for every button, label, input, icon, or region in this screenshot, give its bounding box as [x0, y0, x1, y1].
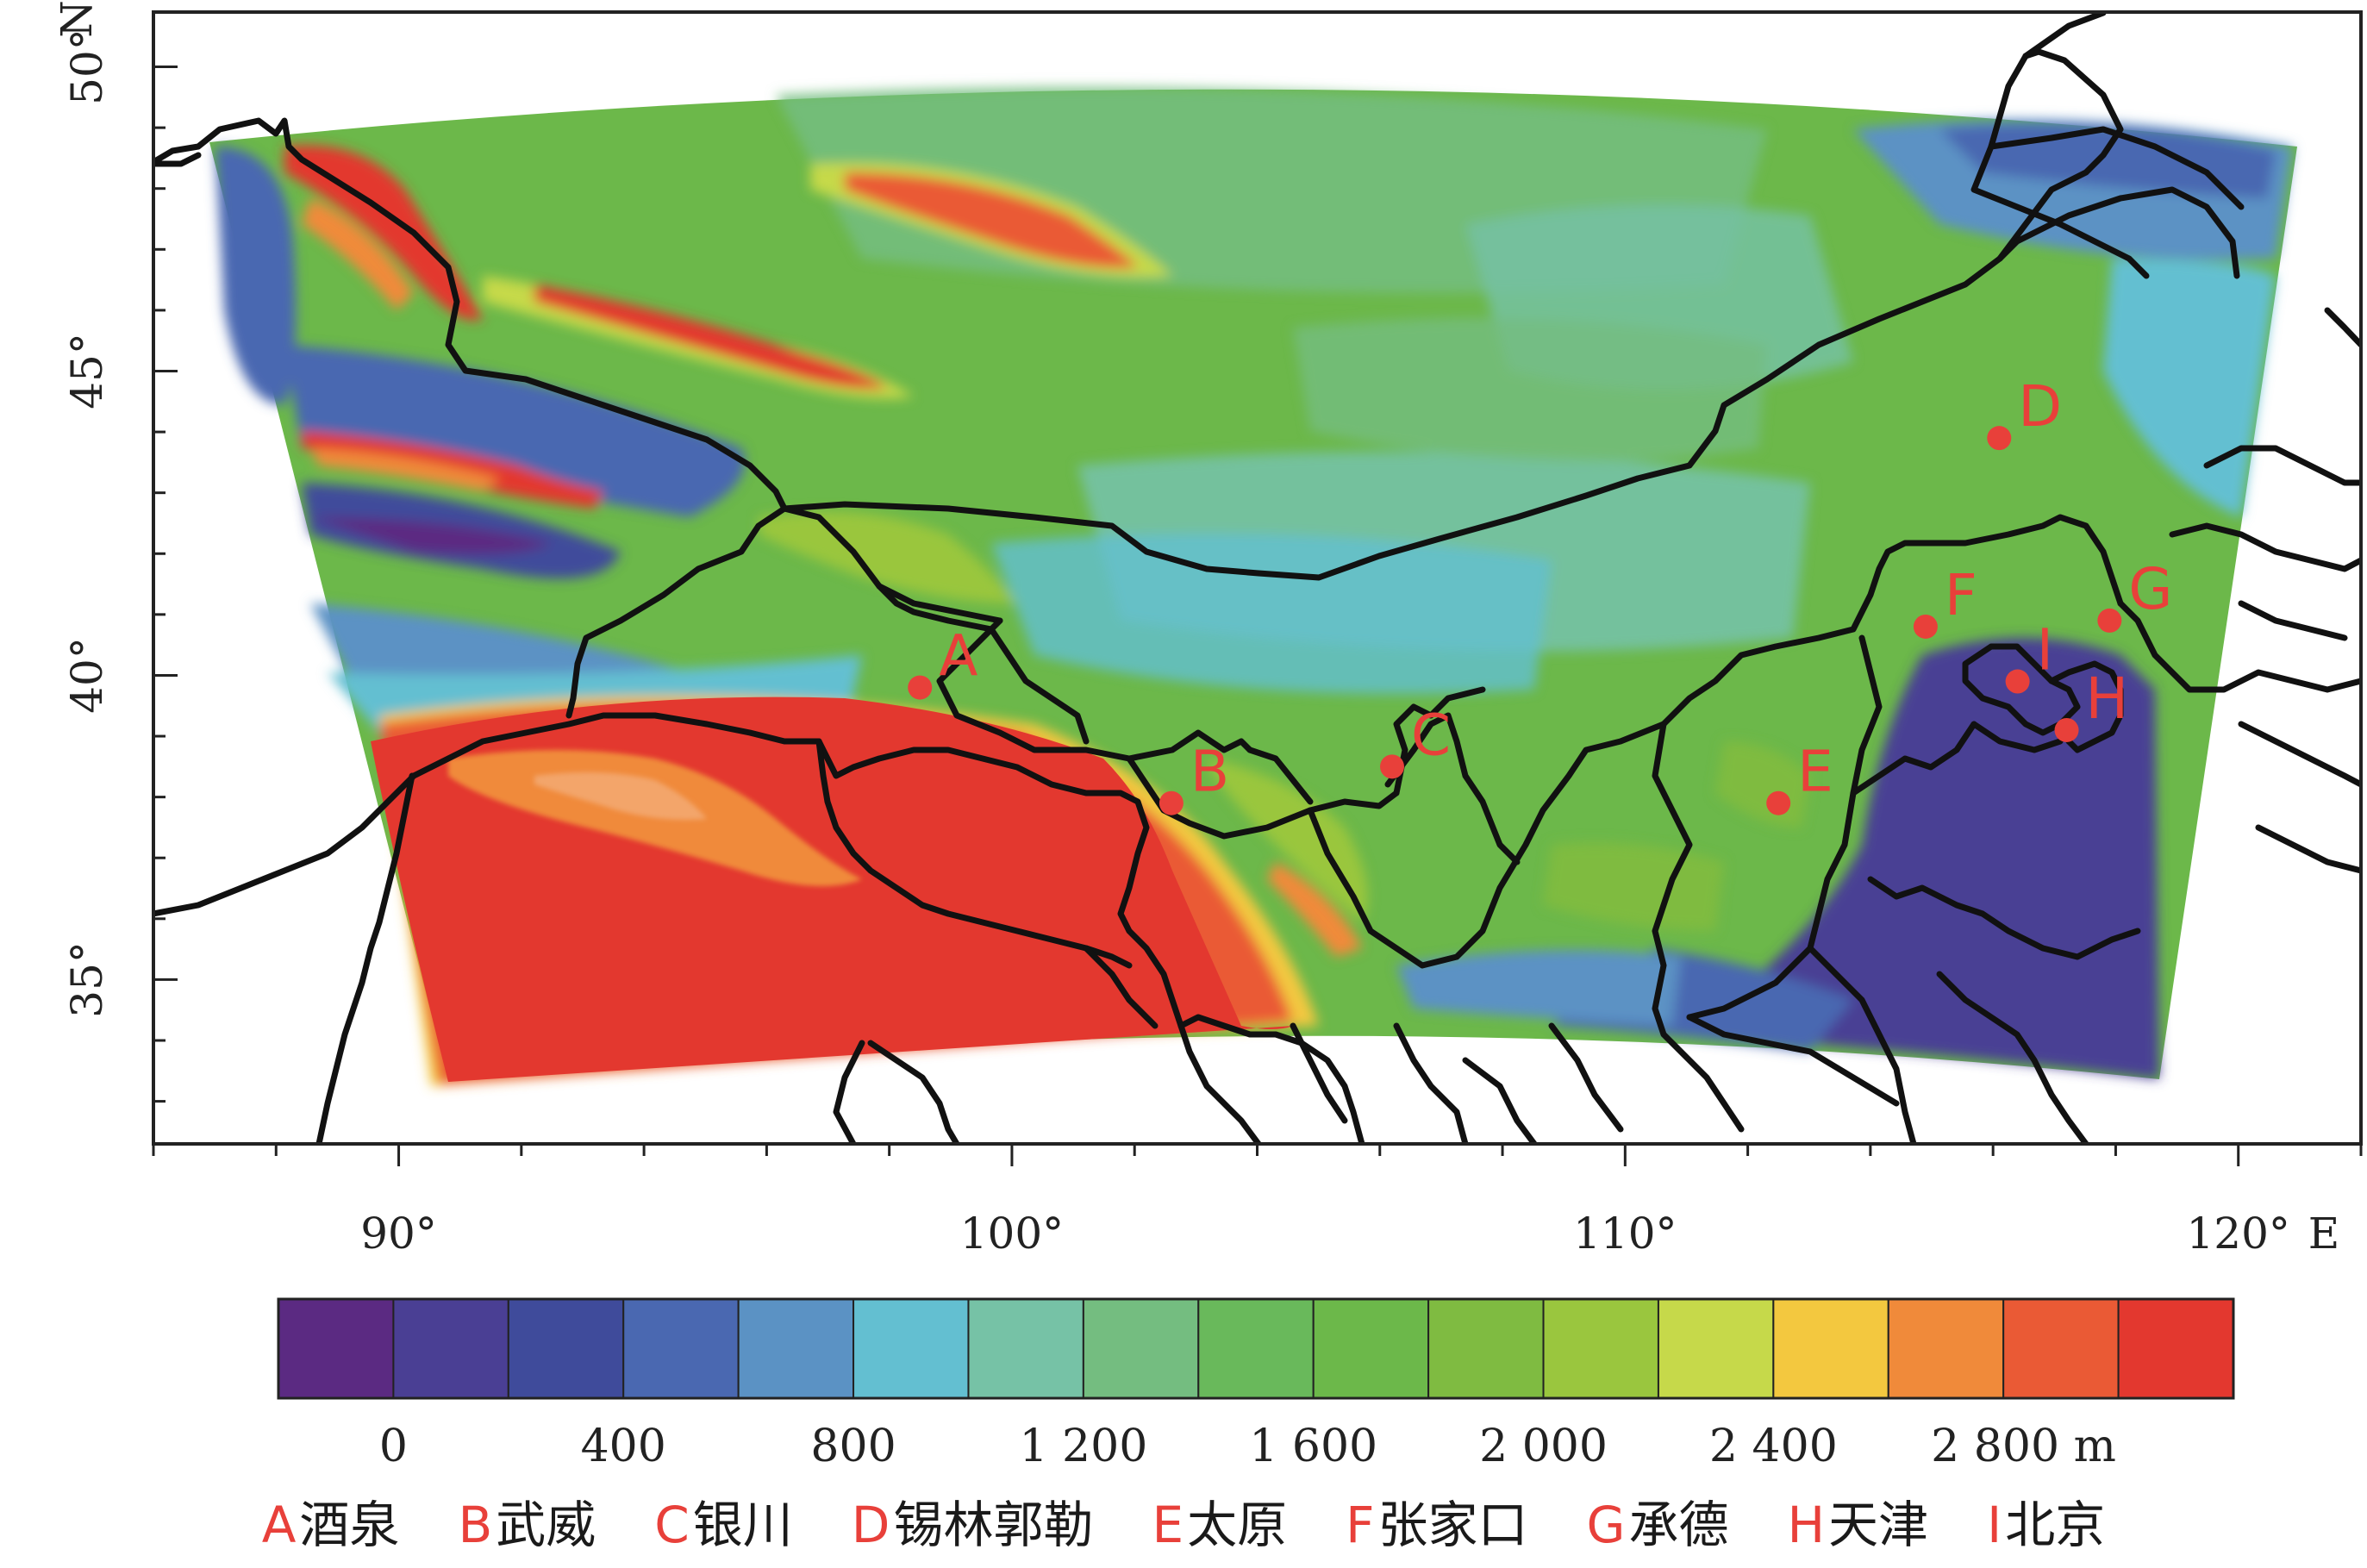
station-markers: A B C D E F GHI: [908, 373, 2172, 815]
legend-letter: A: [261, 1496, 297, 1554]
station-letter: F: [1945, 562, 1977, 628]
legend-item: H天津: [1787, 1484, 1928, 1557]
elevation-colorbar: 0 400 800 1 200 1 600 2 000 2 400 2 800 m: [277, 1297, 2235, 1472]
boundary-lines: [153, 12, 2361, 1144]
colorbar-swatch: [278, 1298, 395, 1399]
station-dot: [1987, 426, 2012, 451]
colorbar-swatch: [1657, 1298, 1775, 1399]
colorbar-swatch: [1887, 1298, 2005, 1399]
legend-letter: B: [458, 1496, 493, 1554]
station-dot: [1766, 790, 1791, 815]
colorbar-swatch: [967, 1298, 1084, 1399]
colorbar-label: 2 000: [1479, 1421, 1608, 1472]
station-dot: [2054, 717, 2079, 742]
lon-tick-label: 120°: [2187, 1209, 2290, 1259]
station-letter: C: [1411, 702, 1451, 768]
colorbar-swatch: [622, 1298, 740, 1399]
legend-item: D锡林郭勒: [852, 1484, 1094, 1557]
legend-name: 武威: [496, 1496, 596, 1554]
lat-tick-label: 50°: [62, 28, 112, 105]
station-dot: [2097, 608, 2122, 633]
terrain-elevation-field: [209, 87, 2297, 1086]
station-letter: E: [1797, 739, 1833, 805]
colorbar-swatch: [1312, 1298, 1430, 1399]
station-dot: [1380, 754, 1405, 779]
station-letter: D: [2018, 373, 2062, 440]
station-letter: I: [2037, 617, 2053, 684]
colorbar-swatch: [852, 1298, 970, 1399]
legend-name: 太原: [1187, 1496, 1288, 1554]
colorbar-label: 800: [810, 1421, 896, 1472]
legend-item: I北京: [1987, 1484, 2105, 1557]
legend-name: 锡林郭勒: [893, 1496, 1094, 1554]
colorbar-label: 1 200: [1019, 1421, 1147, 1472]
colorbar-swatch: [2117, 1298, 2234, 1399]
colorbar-swatch: [737, 1298, 855, 1399]
station-dot: [908, 675, 933, 700]
legend-letter: H: [1787, 1496, 1826, 1554]
legend-name: 承德: [1628, 1496, 1729, 1554]
colorbar-swatch: [2002, 1298, 2120, 1399]
map-axes: 35° 40° 45° 50°N 90° 100° 110° 120° E: [52, 0, 2363, 1259]
colorbar-swatch: [392, 1298, 509, 1399]
colorbar-label: 1 600: [1249, 1421, 1377, 1472]
colorbar-outline: [277, 1297, 2235, 1400]
legend-letter: C: [654, 1496, 690, 1554]
legend-item: F张家口: [1346, 1484, 1527, 1557]
colorbar-swatch: [1082, 1298, 1200, 1399]
legend-item: E太原: [1152, 1484, 1287, 1557]
legend-name: 银川: [692, 1496, 793, 1554]
station-dot: [1913, 614, 1938, 639]
legend-name: 张家口: [1377, 1496, 1528, 1554]
station-letter: H: [2086, 665, 2129, 732]
lat-tick-label: 45°: [62, 333, 112, 409]
station-legend: A酒泉 B武威 C银川 D锡林郭勒 E太原 F张家口 G承德 H天津 I北京: [0, 1484, 2367, 1557]
legend-letter: I: [1987, 1496, 2002, 1554]
legend-item: C银川: [654, 1484, 793, 1557]
legend-item: A酒泉: [262, 1484, 400, 1557]
station-dot: [1159, 790, 1184, 815]
lat-tick-label: 35°: [62, 941, 112, 1018]
legend-name: 天津: [1828, 1496, 1929, 1554]
legend-item: G承德: [1587, 1484, 1729, 1557]
colorbar-label: 0: [379, 1421, 408, 1472]
legend-letter: G: [1586, 1496, 1626, 1554]
colorbar-swatch: [1427, 1298, 1545, 1399]
lon-tick-label: 90°: [360, 1209, 437, 1259]
colorbar-swatch: [507, 1298, 625, 1399]
legend-letter: F: [1346, 1496, 1375, 1554]
lon-tick-label: 100°: [960, 1209, 1064, 1259]
lon-tick-label: 110°: [1573, 1209, 1677, 1259]
lat-tick-label: 40°: [62, 637, 112, 714]
colorbar-label: 400: [581, 1421, 666, 1472]
colorbar-swatch: [1197, 1298, 1315, 1399]
north-label: N: [52, 0, 102, 38]
colorbar-swatch: [1772, 1298, 1889, 1399]
colorbar-label: 2 400: [1709, 1421, 1838, 1472]
station-dot: [2005, 669, 2030, 694]
station-letter: A: [939, 623, 977, 690]
colorbar-label: 2 800 m: [1931, 1421, 2116, 1472]
legend-name: 北京: [2005, 1496, 2106, 1554]
station-letter: B: [1190, 739, 1229, 805]
east-label: E: [2308, 1209, 2340, 1259]
legend-item: B武威: [458, 1484, 596, 1557]
legend-letter: D: [851, 1496, 890, 1554]
legend-name: 酒泉: [299, 1496, 400, 1554]
legend-letter: E: [1152, 1496, 1184, 1554]
station-letter: G: [2128, 556, 2172, 622]
colorbar-swatch: [1542, 1298, 1659, 1399]
